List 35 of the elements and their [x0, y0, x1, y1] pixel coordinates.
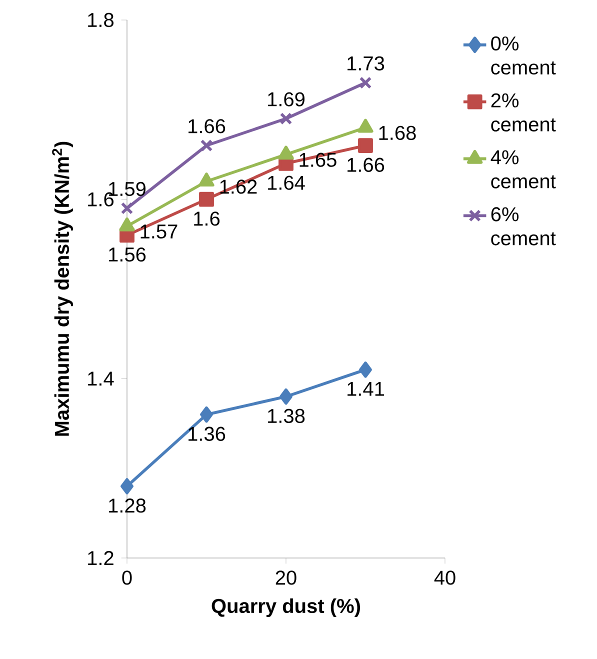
data-label: 1.28: [109, 498, 146, 513]
data-label: 1.6: [194, 212, 220, 226]
legend-label: 4% cement: [490, 150, 556, 188]
x-tick-label: 40: [434, 570, 456, 585]
y-tick-label: 1.8: [88, 12, 114, 28]
data-label: 1.73: [348, 56, 384, 70]
y-tick-label: 1.4: [88, 372, 114, 386]
point: [280, 388, 292, 405]
data-label: 1.64: [268, 176, 305, 190]
x-axis-title: Quarry dust (%): [212, 598, 360, 618]
point: [358, 138, 373, 154]
point: [120, 202, 134, 214]
x-tick-label: 0: [122, 570, 132, 585]
data-label: 1.36: [188, 426, 226, 441]
y-tick-label: 1.2: [88, 551, 114, 565]
point: [200, 139, 213, 152]
legend-label: 0% cement: [491, 36, 556, 75]
data-label: 1.56: [109, 247, 146, 262]
data-label: 1.38: [268, 408, 305, 424]
data-label: 1.66: [348, 158, 384, 172]
point: [359, 76, 372, 89]
point: [359, 362, 372, 378]
point: [199, 192, 214, 207]
legend-label: 6% cement: [491, 207, 556, 246]
data-label: 1.66: [188, 119, 226, 134]
point: [280, 112, 292, 125]
point: [200, 406, 213, 423]
data-label: 1.68: [379, 126, 416, 140]
y-axis-title: Maximumu dry density (KN/m$^{2}$): [52, 142, 73, 436]
point: [120, 478, 134, 494]
data-label: 1.69: [268, 92, 304, 106]
x-tick-label: 20: [276, 570, 296, 585]
legend-label: 2% cement: [491, 93, 556, 132]
data-label: 1.41: [348, 382, 384, 396]
data-label: 1.57: [140, 224, 178, 239]
